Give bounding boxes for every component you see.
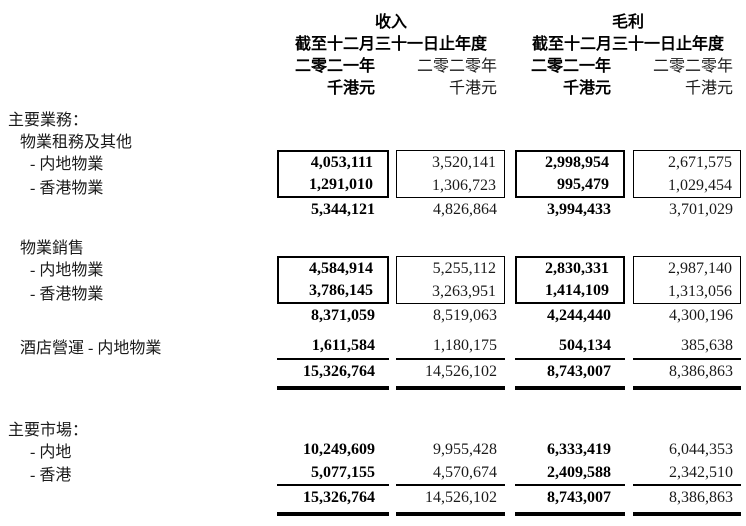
market-total-row: 15,326,764 14,526,102 8,743,007 8,386,86… xyxy=(0,484,746,510)
business-total-gross-profit-2020: 8,386,863 xyxy=(633,358,741,384)
leasing-group-title: 物業租務及其他 xyxy=(20,134,133,151)
leasing-hongkong-gross-profit-2020: 1,029,454 xyxy=(633,174,741,198)
sales-hongkong-revenue-2020: 3,263,951 xyxy=(396,280,505,304)
leasing-mainland-revenue-2020: 3,520,141 xyxy=(396,150,505,174)
leasing-hongkong-label: - 香港物業 xyxy=(30,180,104,197)
leasing-hongkong-row: - 香港物業 1,291,010 1,306,723 995,479 1,029… xyxy=(0,174,746,198)
double-rule xyxy=(515,512,625,516)
double-rule xyxy=(515,386,625,390)
sales-mainland-revenue-2021: 4,584,914 xyxy=(277,256,389,280)
leasing-subtotal-revenue-2021: 5,344,121 xyxy=(311,201,375,218)
leasing-subtotal-row: 5,344,121 4,826,864 3,994,433 3,701,029 xyxy=(0,198,746,222)
business-total-gross-profit-2021: 8,743,007 xyxy=(515,358,625,384)
market-total-gross-profit-2020: 8,386,863 xyxy=(633,484,741,510)
column-group-title-row: 收入 毛利 xyxy=(0,8,746,31)
sales-mainland-row: - 内地物業 4,584,914 5,255,112 2,830,331 2,9… xyxy=(0,256,746,280)
leasing-subtotal-revenue-2020: 4,826,864 xyxy=(433,201,497,218)
revenue-2020-unit: 千港元 xyxy=(448,80,497,97)
leasing-mainland-revenue-2021: 4,053,111 xyxy=(277,150,389,174)
gross-profit-2020-unit: 千港元 xyxy=(684,80,733,97)
revenue-year-2021-header: 二零二一年 xyxy=(294,58,375,75)
hotel-revenue-2021: 1,611,584 xyxy=(311,337,375,354)
gross-profit-2021-unit: 千港元 xyxy=(562,80,611,97)
business-section-title-row: 主要業務： xyxy=(0,106,746,129)
leasing-subtotal-gross-profit-2020: 3,701,029 xyxy=(669,201,733,218)
leasing-subtotal-gross-profit-2021: 3,994,433 xyxy=(547,201,611,218)
hotel-gross-profit-2020: 385,638 xyxy=(681,337,733,354)
sales-subtotal-gross-profit-2021: 4,244,440 xyxy=(547,307,611,324)
gross-profit-year-2020-header: 二零二零年 xyxy=(652,58,733,75)
leasing-group-title-row: 物業租務及其他 xyxy=(0,128,746,151)
market-section-title-row: 主要市場： xyxy=(0,416,746,439)
sales-mainland-revenue-2020: 5,255,112 xyxy=(396,256,505,280)
hotel-row: 酒店營運 - 内地物業 1,611,584 1,180,175 504,134 … xyxy=(0,334,746,358)
leasing-mainland-gross-profit-2020: 2,671,575 xyxy=(633,150,741,174)
business-section-title: 主要業務： xyxy=(8,112,89,129)
revenue-year-2020-header: 二零二零年 xyxy=(416,58,497,75)
sales-subtotal-row: 8,371,059 8,519,063 4,244,440 4,300,196 xyxy=(0,304,746,328)
gross-profit-header: 毛利 xyxy=(611,14,644,31)
leasing-mainland-label: - 内地物業 xyxy=(30,156,104,173)
revenue-2021-unit: 千港元 xyxy=(326,80,375,97)
market-total-revenue-2021: 15,326,764 xyxy=(277,484,389,510)
hotel-revenue-2020: 1,180,175 xyxy=(433,337,497,354)
double-rule xyxy=(396,386,505,390)
market-hongkong-revenue-2021: 5,077,155 xyxy=(311,464,375,481)
double-rule xyxy=(277,512,389,516)
unit-header-row: 千港元 千港元 千港元 千港元 xyxy=(0,74,746,97)
sales-group-title-row: 物業銷售 xyxy=(0,234,746,257)
double-rule xyxy=(633,512,741,516)
market-total-gross-profit-2021: 8,743,007 xyxy=(515,484,625,510)
market-total-double-rule xyxy=(0,510,746,516)
market-mainland-label: - 内地 xyxy=(30,444,72,461)
market-mainland-row: - 内地 10,249,609 9,955,428 6,333,419 6,04… xyxy=(0,438,746,461)
market-mainland-gross-profit-2020: 6,044,353 xyxy=(669,441,733,458)
hotel-label: 酒店營運 - 内地物業 xyxy=(20,340,162,357)
sales-hongkong-label: - 香港物業 xyxy=(30,286,104,303)
revenue-header: 收入 xyxy=(374,14,407,31)
sales-subtotal-revenue-2020: 8,519,063 xyxy=(433,307,497,324)
market-hongkong-label: - 香港 xyxy=(30,467,72,484)
leasing-hongkong-revenue-2020: 1,306,723 xyxy=(396,174,505,198)
double-rule xyxy=(277,386,389,390)
sales-hongkong-revenue-2021: 3,786,145 xyxy=(277,280,389,304)
revenue-period-label: 截至十二月三十一日止年度 xyxy=(294,36,487,53)
leasing-hongkong-revenue-2021: 1,291,010 xyxy=(277,174,389,198)
sales-mainland-gross-profit-2020: 2,987,140 xyxy=(633,256,741,280)
market-hongkong-gross-profit-2020: 2,342,510 xyxy=(669,464,733,481)
sales-hongkong-gross-profit-2020: 1,313,056 xyxy=(633,280,741,304)
business-total-row: 15,326,764 14,526,102 8,743,007 8,386,86… xyxy=(0,358,746,384)
market-mainland-gross-profit-2021: 6,333,419 xyxy=(547,441,611,458)
sales-mainland-label: - 内地物業 xyxy=(30,262,104,279)
market-hongkong-revenue-2020: 4,570,674 xyxy=(433,464,497,481)
market-hongkong-gross-profit-2021: 2,409,588 xyxy=(547,464,611,481)
sales-subtotal-revenue-2021: 8,371,059 xyxy=(311,307,375,324)
leasing-hongkong-gross-profit-2021: 995,479 xyxy=(515,174,625,198)
leasing-mainland-gross-profit-2021: 2,998,954 xyxy=(515,150,625,174)
sales-hongkong-gross-profit-2021: 1,414,109 xyxy=(515,280,625,304)
year-header-row: 二零二一年 二零二零年 二零二一年 二零二零年 xyxy=(0,52,746,75)
market-section-title: 主要市場： xyxy=(8,422,89,439)
sales-mainland-gross-profit-2021: 2,830,331 xyxy=(515,256,625,280)
business-total-revenue-2021: 15,326,764 xyxy=(277,358,389,384)
double-rule xyxy=(396,512,505,516)
period-row: 截至十二月三十一日止年度 截至十二月三十一日止年度 xyxy=(0,30,746,53)
hotel-gross-profit-2021: 504,134 xyxy=(559,337,611,354)
leasing-mainland-row: - 内地物業 4,053,111 3,520,141 2,998,954 2,6… xyxy=(0,150,746,174)
sales-hongkong-row: - 香港物業 3,786,145 3,263,951 1,414,109 1,3… xyxy=(0,280,746,304)
market-total-revenue-2020: 14,526,102 xyxy=(396,484,505,510)
market-hongkong-row: - 香港 5,077,155 4,570,674 2,409,588 2,342… xyxy=(0,461,746,484)
business-total-revenue-2020: 14,526,102 xyxy=(396,358,505,384)
sales-group-title: 物業銷售 xyxy=(20,240,85,257)
gross-profit-year-2021-header: 二零二一年 xyxy=(530,58,611,75)
double-rule xyxy=(633,386,741,390)
business-total-double-rule xyxy=(0,384,746,390)
sales-subtotal-gross-profit-2020: 4,300,196 xyxy=(669,307,733,324)
market-mainland-revenue-2021: 10,249,609 xyxy=(303,441,375,458)
market-mainland-revenue-2020: 9,955,428 xyxy=(433,441,497,458)
gross-profit-period-label: 截至十二月三十一日止年度 xyxy=(531,36,724,53)
